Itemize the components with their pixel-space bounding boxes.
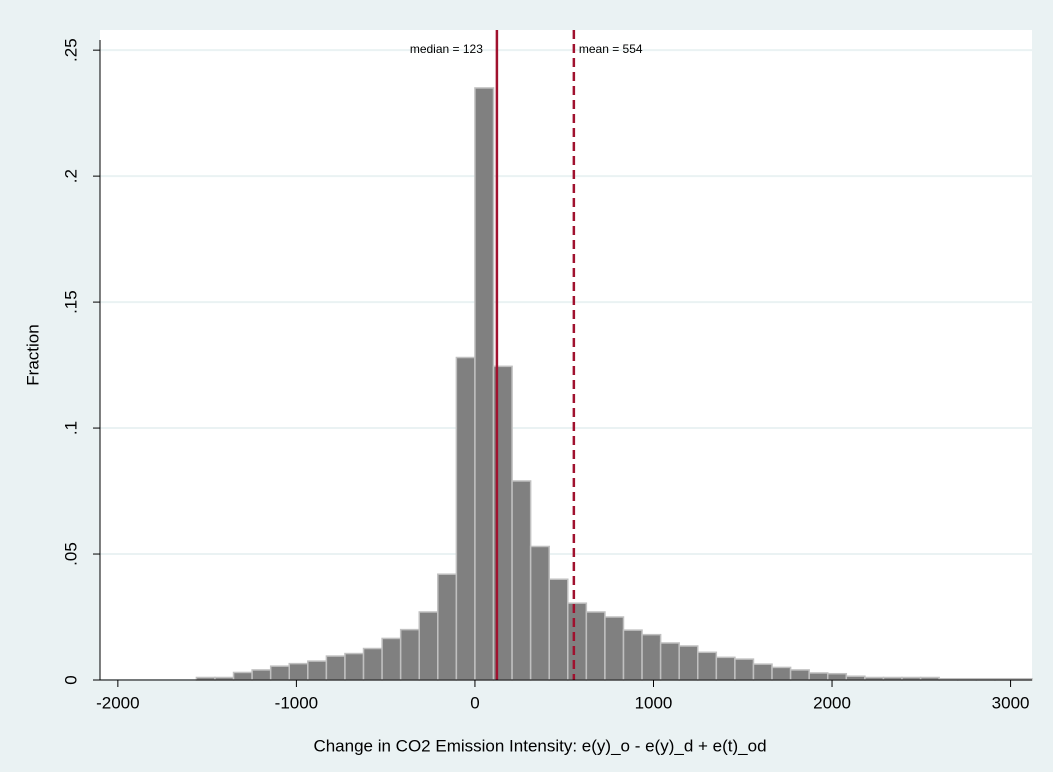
bar	[697, 651, 718, 681]
x-tick-label: -1000	[275, 693, 318, 712]
y-tick-label: .1	[61, 421, 80, 435]
bar	[251, 669, 272, 681]
x-tick-label: 2000	[813, 693, 851, 712]
y-tick-label: .25	[61, 38, 80, 62]
x-tick-label: 3000	[992, 693, 1030, 712]
y-tick-label: .15	[61, 290, 80, 314]
y-tick-label: 0	[61, 675, 80, 684]
x-axis-label: Change in CO2 Emission Intensity: e(y)_o…	[313, 736, 766, 755]
y-tick-label: .2	[61, 169, 80, 183]
bar	[418, 611, 439, 681]
bar	[548, 578, 569, 681]
bar	[381, 637, 402, 681]
bar	[307, 660, 328, 681]
bar	[826, 672, 848, 681]
bar	[437, 573, 458, 681]
bar	[641, 633, 662, 681]
annotation-label: median = 123	[410, 42, 483, 56]
bar	[845, 675, 866, 681]
bar	[734, 658, 755, 681]
y-axis-label: Fraction	[23, 324, 42, 385]
x-tick-label: -2000	[96, 693, 139, 712]
plot-area	[100, 30, 1032, 680]
x-tick-label: 0	[470, 693, 479, 712]
bar	[325, 655, 346, 681]
bar	[715, 656, 736, 681]
y-tick-label: .05	[61, 542, 80, 566]
bar	[529, 545, 550, 681]
bar	[752, 663, 773, 681]
bar	[567, 602, 588, 681]
bar	[622, 629, 643, 681]
bar	[344, 652, 365, 681]
bar	[269, 665, 291, 681]
bar	[771, 666, 792, 681]
bar	[455, 356, 476, 681]
bar	[474, 87, 495, 681]
bar	[362, 647, 383, 681]
bar	[585, 611, 606, 681]
bar	[789, 669, 810, 681]
bar	[808, 672, 829, 681]
bar	[659, 642, 680, 681]
bar	[511, 480, 532, 681]
bar	[232, 671, 253, 681]
x-tick-label: 1000	[635, 693, 673, 712]
annotation-label: mean = 554	[579, 42, 643, 56]
bar	[399, 628, 420, 681]
bar	[604, 616, 625, 681]
bar	[288, 662, 309, 681]
bar	[678, 645, 699, 681]
